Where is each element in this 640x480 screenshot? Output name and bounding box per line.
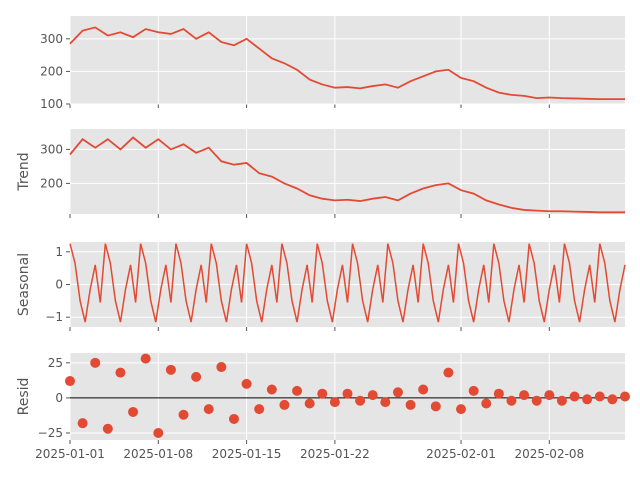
resid-point xyxy=(418,384,429,395)
y-tick-label: 0 xyxy=(55,278,63,292)
x-tick-label: 2025-02-01 xyxy=(426,447,496,461)
resid-point xyxy=(216,362,227,373)
y-tick-label: 25 xyxy=(48,356,63,370)
y-tick-label: 0 xyxy=(55,391,63,405)
resid-point xyxy=(102,423,113,434)
resid-point xyxy=(481,398,492,409)
resid-point xyxy=(178,409,189,420)
resid-point xyxy=(115,367,126,378)
y-axis-label: Seasonal xyxy=(16,253,32,316)
resid-point xyxy=(254,404,265,415)
panel-resid: −25 0 25 Resid 2025-01-01 2025-01-08 2025-01-1… xyxy=(16,353,630,461)
trend-line xyxy=(69,136,625,214)
resid-point xyxy=(443,367,454,378)
y-axis-label: Trend xyxy=(16,152,32,191)
resid-point xyxy=(329,397,340,408)
resid-point xyxy=(304,398,315,409)
resid-point xyxy=(342,388,353,399)
resid-point xyxy=(292,385,303,396)
x-tick-label: 2025-01-22 xyxy=(300,447,370,461)
resid-point xyxy=(531,395,542,406)
y-tick-label: 1 xyxy=(55,245,63,259)
resid-point xyxy=(519,390,530,401)
resid-point xyxy=(392,387,403,398)
resid-point xyxy=(266,384,277,395)
resid-point xyxy=(556,395,567,406)
resid-point xyxy=(165,364,176,375)
x-tick-label: 2025-01-15 xyxy=(212,447,282,461)
observed-line xyxy=(69,26,625,101)
seasonal-line xyxy=(69,243,626,323)
resid-point xyxy=(594,391,605,402)
y-tick-label: 200 xyxy=(40,176,63,190)
resid-point xyxy=(493,388,504,399)
resid-point xyxy=(544,390,555,401)
resid-point xyxy=(569,391,580,402)
resid-point xyxy=(468,385,479,396)
resid-point xyxy=(140,353,151,364)
resid-point xyxy=(77,418,88,429)
resid-point xyxy=(191,371,202,382)
resid-point xyxy=(506,395,517,406)
resid-point xyxy=(607,394,618,405)
y-tick-label: 300 xyxy=(40,142,63,156)
panel-background xyxy=(70,16,625,104)
resid-point xyxy=(241,378,252,389)
x-tick-label: 2025-01-01 xyxy=(35,447,105,461)
resid-point xyxy=(380,397,391,408)
y-tick-label: 100 xyxy=(40,97,63,111)
resid-point xyxy=(228,413,239,424)
resid-point xyxy=(367,390,378,401)
panel-seasonal: −1 0 1 Seasonal xyxy=(16,242,626,331)
resid-point xyxy=(153,427,164,438)
panel-observed: 100 200 300 xyxy=(40,16,625,111)
resid-point xyxy=(279,399,290,410)
resid-point xyxy=(456,404,467,415)
resid-point xyxy=(65,376,75,387)
y-tick-label: 300 xyxy=(40,32,63,46)
resid-point xyxy=(620,391,630,402)
panel-trend: 200 300 Trend xyxy=(16,129,625,218)
resid-point xyxy=(128,406,139,417)
resid-point xyxy=(90,357,101,368)
resid-point xyxy=(582,394,593,405)
resid-point xyxy=(355,395,366,406)
y-tick-label: −25 xyxy=(38,426,63,440)
y-tick-label: −1 xyxy=(45,310,63,324)
resid-point xyxy=(430,401,441,412)
resid-point xyxy=(203,404,214,415)
x-tick-label: 2025-02-08 xyxy=(514,447,584,461)
resid-point xyxy=(405,399,416,410)
y-axis-label: Resid xyxy=(16,378,32,416)
x-tick-label: 2025-01-08 xyxy=(123,447,193,461)
resid-point xyxy=(317,388,328,399)
y-tick-label: 200 xyxy=(40,64,63,78)
